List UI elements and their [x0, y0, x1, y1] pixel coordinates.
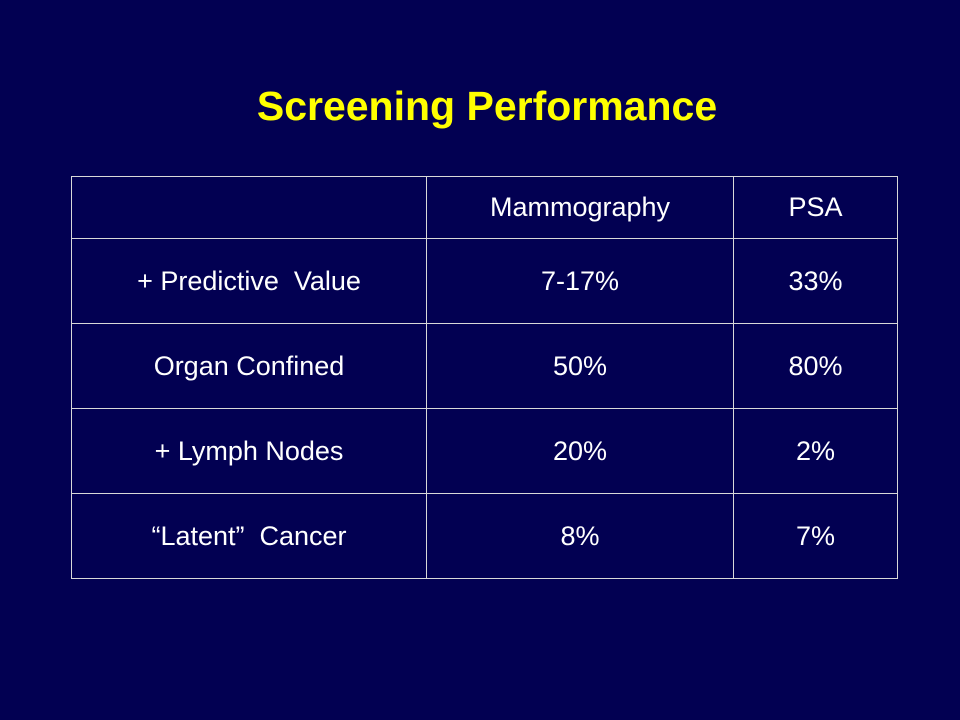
comparison-table: Mammography PSA + Predictive Value 7-17%… — [71, 176, 898, 579]
row-label: Organ Confined — [71, 323, 427, 409]
psa-value: 2% — [733, 408, 898, 494]
table-row: + Predictive Value 7-17% 33% — [71, 238, 898, 324]
mammography-value: 50% — [426, 323, 734, 409]
table-row: + Lymph Nodes 20% 2% — [71, 408, 898, 494]
psa-value: 7% — [733, 493, 898, 579]
table-header-row: Mammography PSA — [71, 176, 898, 239]
psa-value: 80% — [733, 323, 898, 409]
mammography-value: 8% — [426, 493, 734, 579]
table-row: Organ Confined 50% 80% — [71, 323, 898, 409]
mammography-value: 7-17% — [426, 238, 734, 324]
row-label: “Latent” Cancer — [71, 493, 427, 579]
psa-value: 33% — [733, 238, 898, 324]
mammography-value: 20% — [426, 408, 734, 494]
row-label: + Predictive Value — [71, 238, 427, 324]
slide-title: Screening Performance — [256, 83, 718, 129]
header-cell-empty — [71, 176, 427, 239]
table-row: “Latent” Cancer 8% 7% — [71, 493, 898, 579]
header-cell-psa: PSA — [733, 176, 898, 239]
row-label: + Lymph Nodes — [71, 408, 427, 494]
header-cell-mammography: Mammography — [426, 176, 734, 239]
